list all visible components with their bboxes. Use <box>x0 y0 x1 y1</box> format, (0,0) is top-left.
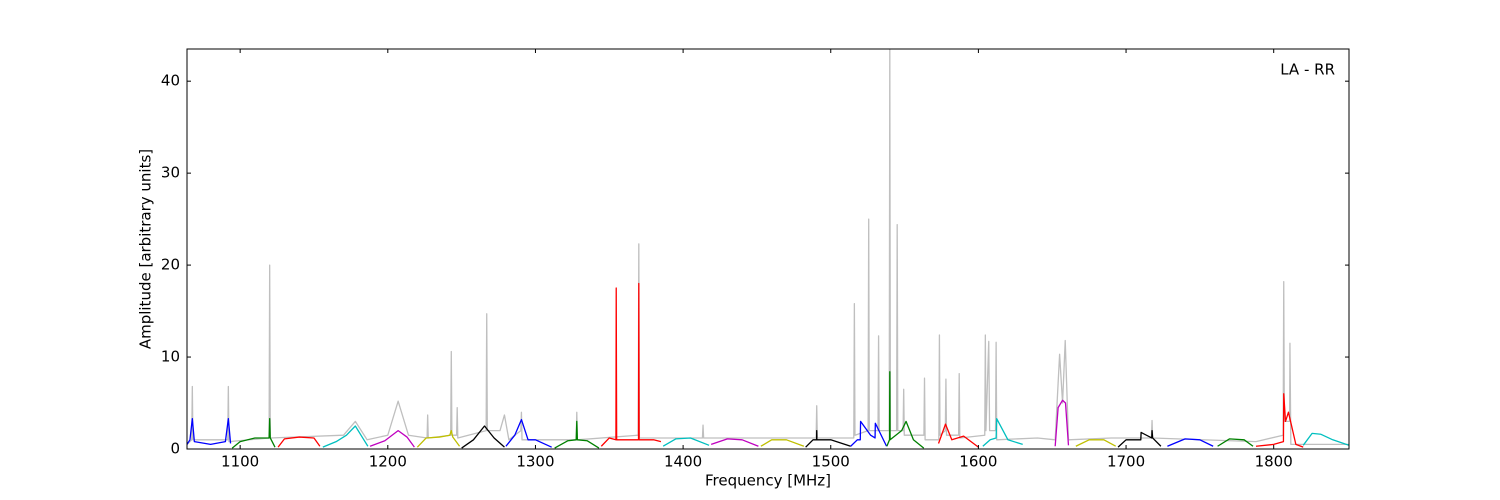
y-axis-label: Amplitude [arbitrary units] <box>137 149 155 349</box>
series-line <box>1167 438 1214 447</box>
series-line <box>760 439 805 447</box>
series-line <box>662 437 710 447</box>
series-line <box>710 438 759 447</box>
series-line <box>600 282 662 447</box>
series-line <box>231 418 276 449</box>
x-tick-label: 1100 <box>221 453 259 471</box>
x-tick-label: 1200 <box>369 453 407 471</box>
x-tick-label: 1500 <box>812 453 850 471</box>
series-line <box>369 429 415 448</box>
series-line <box>461 425 505 449</box>
series-line <box>1117 429 1162 448</box>
y-tick-label: 0 <box>170 440 180 458</box>
y-tick-label: 30 <box>161 164 180 182</box>
axes-frame <box>186 48 1350 450</box>
series-line <box>982 418 1023 447</box>
series-line <box>1075 439 1117 447</box>
y-tick-label: 40 <box>161 72 180 90</box>
x-axis-label: Frequency [MHz] <box>705 472 831 490</box>
x-tick-label: 1600 <box>959 453 997 471</box>
x-tick-label: 1700 <box>1107 453 1145 471</box>
series-line <box>187 49 1349 446</box>
series-line <box>1054 399 1070 447</box>
series-line <box>886 371 925 449</box>
series-line <box>805 429 851 448</box>
plot-area <box>187 49 1349 449</box>
x-tick-label: 1300 <box>516 453 554 471</box>
series-line <box>322 425 369 448</box>
series-line <box>937 423 979 448</box>
y-tick-label: 10 <box>161 348 180 366</box>
series-line <box>850 420 888 447</box>
series-line <box>1217 438 1254 447</box>
series-line <box>505 418 552 448</box>
series-line <box>187 418 232 446</box>
series-line <box>1255 393 1304 448</box>
x-tick-label: 1800 <box>1255 453 1293 471</box>
series-line <box>554 420 600 449</box>
y-tick-label: 20 <box>161 256 180 274</box>
x-tick-label: 1400 <box>664 453 702 471</box>
series-line <box>1302 432 1349 446</box>
series-line <box>277 436 321 448</box>
series-line <box>416 429 461 448</box>
annotation: LA - RR <box>1280 61 1335 79</box>
